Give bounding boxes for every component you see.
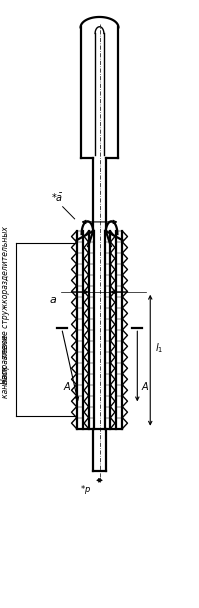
- Text: Направление стружкоразделительных: Направление стружкоразделительных: [1, 227, 11, 384]
- Text: канавок - левое: канавок - левое: [1, 334, 11, 398]
- Text: $*\bar{a}$: $*\bar{a}$: [51, 192, 63, 204]
- Text: $A$: $A$: [141, 380, 150, 392]
- Text: $*p$: $*p$: [80, 483, 91, 496]
- Text: $a$: $a$: [49, 295, 57, 305]
- Text: $l_1$: $l_1$: [155, 341, 164, 355]
- Text: $A$: $A$: [63, 380, 71, 392]
